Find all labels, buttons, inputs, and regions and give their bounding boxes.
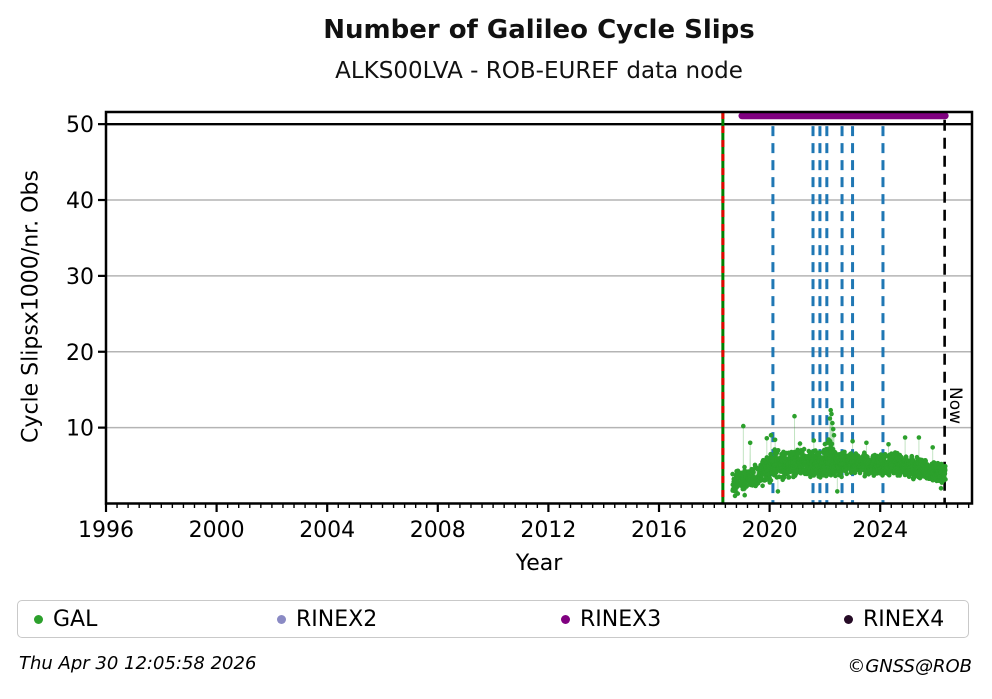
tick-labels: 1996 2000 2004 2008 2012 2016 2020 2024 10 20 30 40… [66, 113, 908, 543]
legend: GAL RINEX2 RINEX3 RINEX4 [17, 600, 969, 638]
y-axis-label: Cycle Slipsx1000/nr. Obs [18, 170, 44, 443]
plot-frame [104, 110, 974, 505]
x-tick-label: 2000 [189, 518, 245, 543]
x-tick-label: 2008 [410, 518, 466, 543]
legend-item-gal: GAL [34, 601, 97, 637]
copyright: ©GNSS@ROB [847, 656, 972, 677]
rinex2-marker-icon [277, 614, 286, 624]
x-tick-label: 2004 [299, 518, 355, 543]
legend-item-rinex3: RINEX3 [561, 601, 661, 637]
y-tick-label: 10 [66, 417, 94, 442]
chart-subtitle: ALKS00LVA - ROB-EUREF data node [335, 58, 743, 84]
legend-item-rinex4: RINEX4 [844, 601, 944, 637]
rinex4-marker-icon [844, 614, 853, 624]
y-tick-label: 50 [66, 113, 94, 138]
x-tick-label: 1996 [78, 518, 134, 543]
rinex3-marker-icon [561, 614, 570, 624]
x-tick-label: 2012 [520, 518, 576, 543]
plot-timestamp: Thu Apr 30 12:05:58 2026 [19, 653, 257, 674]
axis-ticks [98, 123, 970, 512]
legend-label-gal: GAL [53, 606, 98, 632]
gal-scatter [730, 407, 948, 499]
plot-area: 1996 2000 2004 2008 2012 2016 2020 2024 10 20 30 40… [66, 110, 974, 543]
y-tick-label: 20 [66, 341, 94, 366]
y-tick-label: 30 [66, 265, 94, 290]
x-tick-label: 2016 [631, 518, 687, 543]
x-tick-label: 2024 [852, 518, 908, 543]
x-axis-label: Year [515, 551, 563, 576]
y-tick-label: 40 [66, 189, 94, 214]
legend-label-rinex3: RINEX3 [580, 606, 662, 632]
gal-marker-icon [34, 614, 43, 624]
x-tick-label: 2020 [742, 518, 798, 543]
now-label: Now [945, 387, 965, 424]
legend-item-rinex2: RINEX2 [277, 601, 377, 637]
legend-label-rinex4: RINEX4 [863, 606, 945, 632]
chart-title: Number of Galileo Cycle Slips [323, 15, 755, 45]
legend-label-rinex2: RINEX2 [296, 606, 378, 632]
